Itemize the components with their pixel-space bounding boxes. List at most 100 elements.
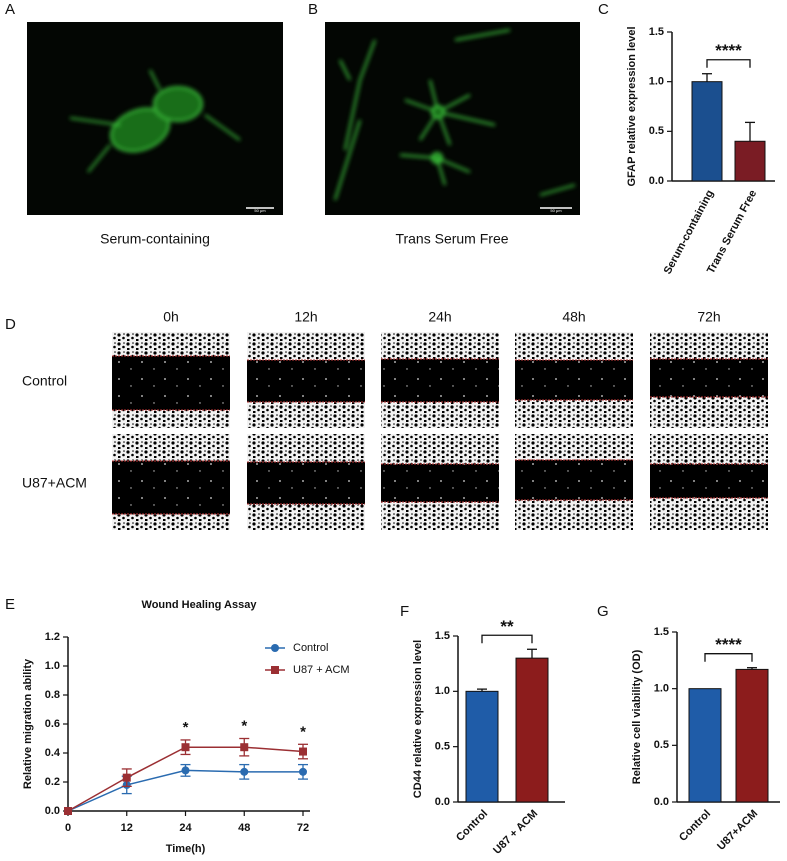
y-tick-label: 0.5 — [649, 125, 664, 137]
marker — [181, 743, 190, 752]
cells — [333, 28, 576, 201]
x-axis-label: Time(h) — [166, 843, 206, 855]
scratch-gap — [515, 460, 633, 500]
legend-marker — [271, 644, 279, 652]
bar — [465, 690, 499, 803]
marker — [122, 773, 131, 782]
x-tick-label: Trans Serum Free — [705, 188, 759, 276]
panel-label: G — [597, 603, 609, 620]
chart-title: Wound Healing Assay — [142, 599, 258, 611]
y-tick-label: 0.0 — [649, 175, 664, 187]
x-tick-label: U87 + ACM — [491, 808, 540, 857]
scratch-gap — [247, 360, 365, 402]
panel-label: F — [400, 603, 409, 620]
y-axis-label: Relative migration ability — [22, 658, 34, 789]
marker — [240, 767, 249, 776]
y-tick-label: 0.5 — [654, 739, 669, 751]
panel-label: B — [308, 1, 318, 18]
significance-bracket — [706, 59, 751, 68]
y-axis-label: GFAP relative expression level — [626, 27, 638, 187]
micrograph: 50 μm — [27, 22, 283, 215]
legend-label: Control — [293, 642, 328, 654]
panel-label: E — [5, 596, 15, 613]
y-tick-label: 0.4 — [45, 747, 61, 759]
marker — [240, 743, 249, 752]
image-background — [325, 22, 580, 215]
bar — [691, 81, 723, 182]
y-tick-label: 0.8 — [45, 689, 60, 701]
series-line — [67, 746, 304, 812]
y-tick-label: 1.2 — [45, 631, 60, 643]
x-tick-label: 24 — [179, 822, 192, 834]
y-tick-label: 0.0 — [435, 796, 450, 808]
scratch-gap — [247, 462, 365, 504]
significance-label: * — [300, 723, 306, 740]
image-caption: Trans Serum Free — [395, 231, 508, 247]
row-label: U87+ACM — [22, 475, 87, 491]
marker — [64, 807, 72, 815]
y-axis-label: CD44 relative expression level — [412, 640, 424, 798]
bar — [515, 657, 549, 803]
x-tick-label: 72 — [297, 822, 309, 834]
column-header: 12h — [294, 309, 317, 325]
bar — [734, 140, 766, 182]
x-tick-label: Control — [677, 808, 713, 844]
y-axis-label: Relative cell viability (OD) — [631, 649, 643, 784]
error-bar — [747, 667, 757, 670]
scratch-gap — [650, 359, 768, 397]
scale-label: 50 μm — [254, 208, 266, 213]
significance-label: * — [241, 717, 247, 734]
error-bar — [477, 688, 487, 692]
x-tick-label: 0 — [65, 822, 71, 834]
column-header: 0h — [163, 309, 179, 325]
panel-label: D — [5, 316, 16, 333]
x-tick-label: 48 — [238, 822, 250, 834]
y-tick-label: 1.5 — [649, 26, 664, 38]
scratch-gap — [381, 464, 499, 502]
marker — [299, 767, 307, 776]
scratch-gap — [515, 360, 633, 400]
scale-label: 50 μm — [550, 208, 562, 213]
significance-label: * — [183, 719, 189, 736]
y-tick-label: 0.6 — [45, 718, 60, 730]
y-tick-label: 0.0 — [654, 796, 669, 808]
y-tick-label: 1.5 — [654, 626, 669, 638]
scratch-gap — [650, 464, 768, 498]
cells — [69, 69, 241, 173]
y-tick-label: 1.0 — [649, 76, 664, 88]
panel-label: A — [5, 1, 15, 18]
error-bar — [702, 73, 712, 82]
column-header: 24h — [428, 309, 451, 325]
micrograph: 50 μm — [325, 22, 580, 215]
y-tick-label: 0.0 — [45, 805, 60, 817]
significance-label: ** — [500, 617, 514, 636]
row-label: Control — [22, 373, 67, 389]
bar — [735, 668, 769, 803]
x-tick-label: Control — [454, 808, 490, 844]
image-caption: Serum-containing — [100, 231, 210, 247]
significance-label: **** — [715, 41, 742, 60]
error-bar — [527, 648, 537, 659]
legend-label: U87 + ACM — [293, 664, 350, 676]
y-tick-label: 1.0 — [435, 685, 450, 697]
marker — [299, 747, 307, 756]
significance-bracket — [704, 653, 753, 662]
marker — [181, 766, 190, 775]
scratch-gap — [112, 461, 230, 514]
x-tick-label: U87+ACM — [715, 808, 760, 853]
x-tick-label: 12 — [121, 822, 133, 834]
y-tick-label: 1.0 — [45, 660, 60, 672]
significance-label: **** — [715, 635, 742, 654]
scratch-gap — [112, 356, 230, 410]
column-header: 48h — [562, 309, 585, 325]
legend-marker — [271, 666, 279, 674]
bar — [688, 688, 722, 803]
y-tick-label: 0.2 — [45, 776, 60, 788]
y-tick-label: 1.0 — [654, 683, 669, 695]
y-tick-label: 0.5 — [435, 741, 450, 753]
significance-bracket — [481, 634, 533, 644]
panel-label: C — [598, 1, 609, 18]
scratch-gap — [381, 359, 499, 402]
error-bar — [745, 121, 755, 142]
